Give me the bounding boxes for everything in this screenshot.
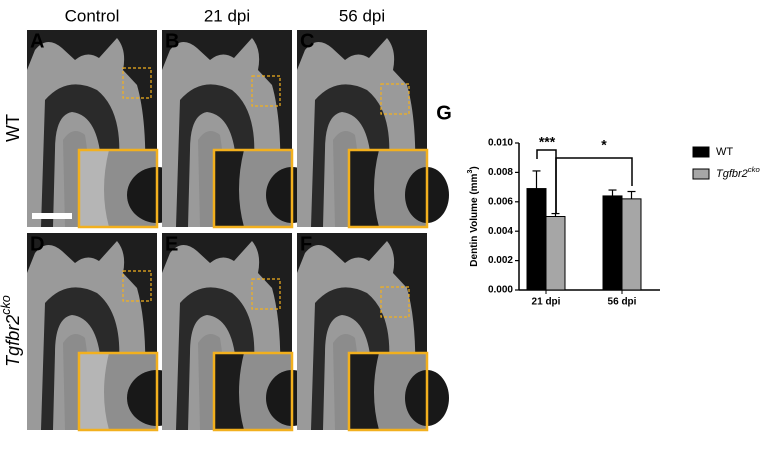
inset-border [77,148,159,229]
significance-label: * [601,137,607,153]
legend-label: WT [716,146,733,158]
panel-letter: B [165,30,179,52]
inset-border [77,351,159,432]
bar [545,216,566,291]
inset-border [347,351,429,432]
panel-letter: D [30,233,44,255]
image-grid: Control 21 dpi 56 dpi WT A B C Tgfbr2cko D E F [0,6,449,432]
significance-bracket [555,157,633,213]
y-tick-label: 0.006 [488,196,513,207]
row-label: WT [3,114,23,142]
panel-letter: G [436,102,452,124]
legend-swatch [692,168,710,180]
roi-box [380,83,410,115]
inset [347,148,449,229]
x-tick-label: 56 dpi [608,297,637,308]
micro-ct-panel [297,233,449,432]
panel-letter: F [300,233,312,255]
y-tick-label: 0.010 [488,138,513,149]
roi-box [251,278,281,310]
y-tick-label: 0.008 [488,167,513,178]
panel-letter: E [165,233,178,255]
micro-ct-panel [162,30,318,229]
y-tick-label: 0.000 [488,285,513,296]
legend-label: Tgfbr2cko [716,165,760,180]
panel-letter: C [300,30,314,52]
inset [347,351,449,432]
roi-box [122,67,152,99]
panel-letter: A [30,30,44,52]
inset [77,351,187,432]
inset-border [212,148,294,229]
bar-chart: *** * G 0.000 0.002 0.004 0.006 0.008 0.010 De… [436,102,760,307]
inset-border [347,148,429,229]
legend-swatch [692,146,710,158]
x-tick-label: 21 dpi [532,297,561,308]
micro-ct-panel [162,233,318,432]
column-header: Control [65,6,120,25]
inset [212,148,318,229]
inset-border [212,351,294,432]
column-header: 21 dpi [204,6,250,25]
bar [602,195,623,291]
column-header: 56 dpi [339,6,385,25]
significance-label: *** [539,134,556,150]
roi-box [251,75,281,107]
row-label: Tgfbr2cko [0,295,23,367]
bar [621,198,642,291]
roi-box [122,270,152,302]
y-axis-label: Dentin Volume (mm3) [467,166,479,266]
roi-box [380,286,410,318]
y-tick-label: 0.002 [488,255,513,266]
micro-ct-panel [27,233,187,432]
micro-ct-panel [297,30,449,229]
bar [526,188,547,291]
scale-bar [32,213,72,219]
y-tick-label: 0.004 [488,226,513,237]
